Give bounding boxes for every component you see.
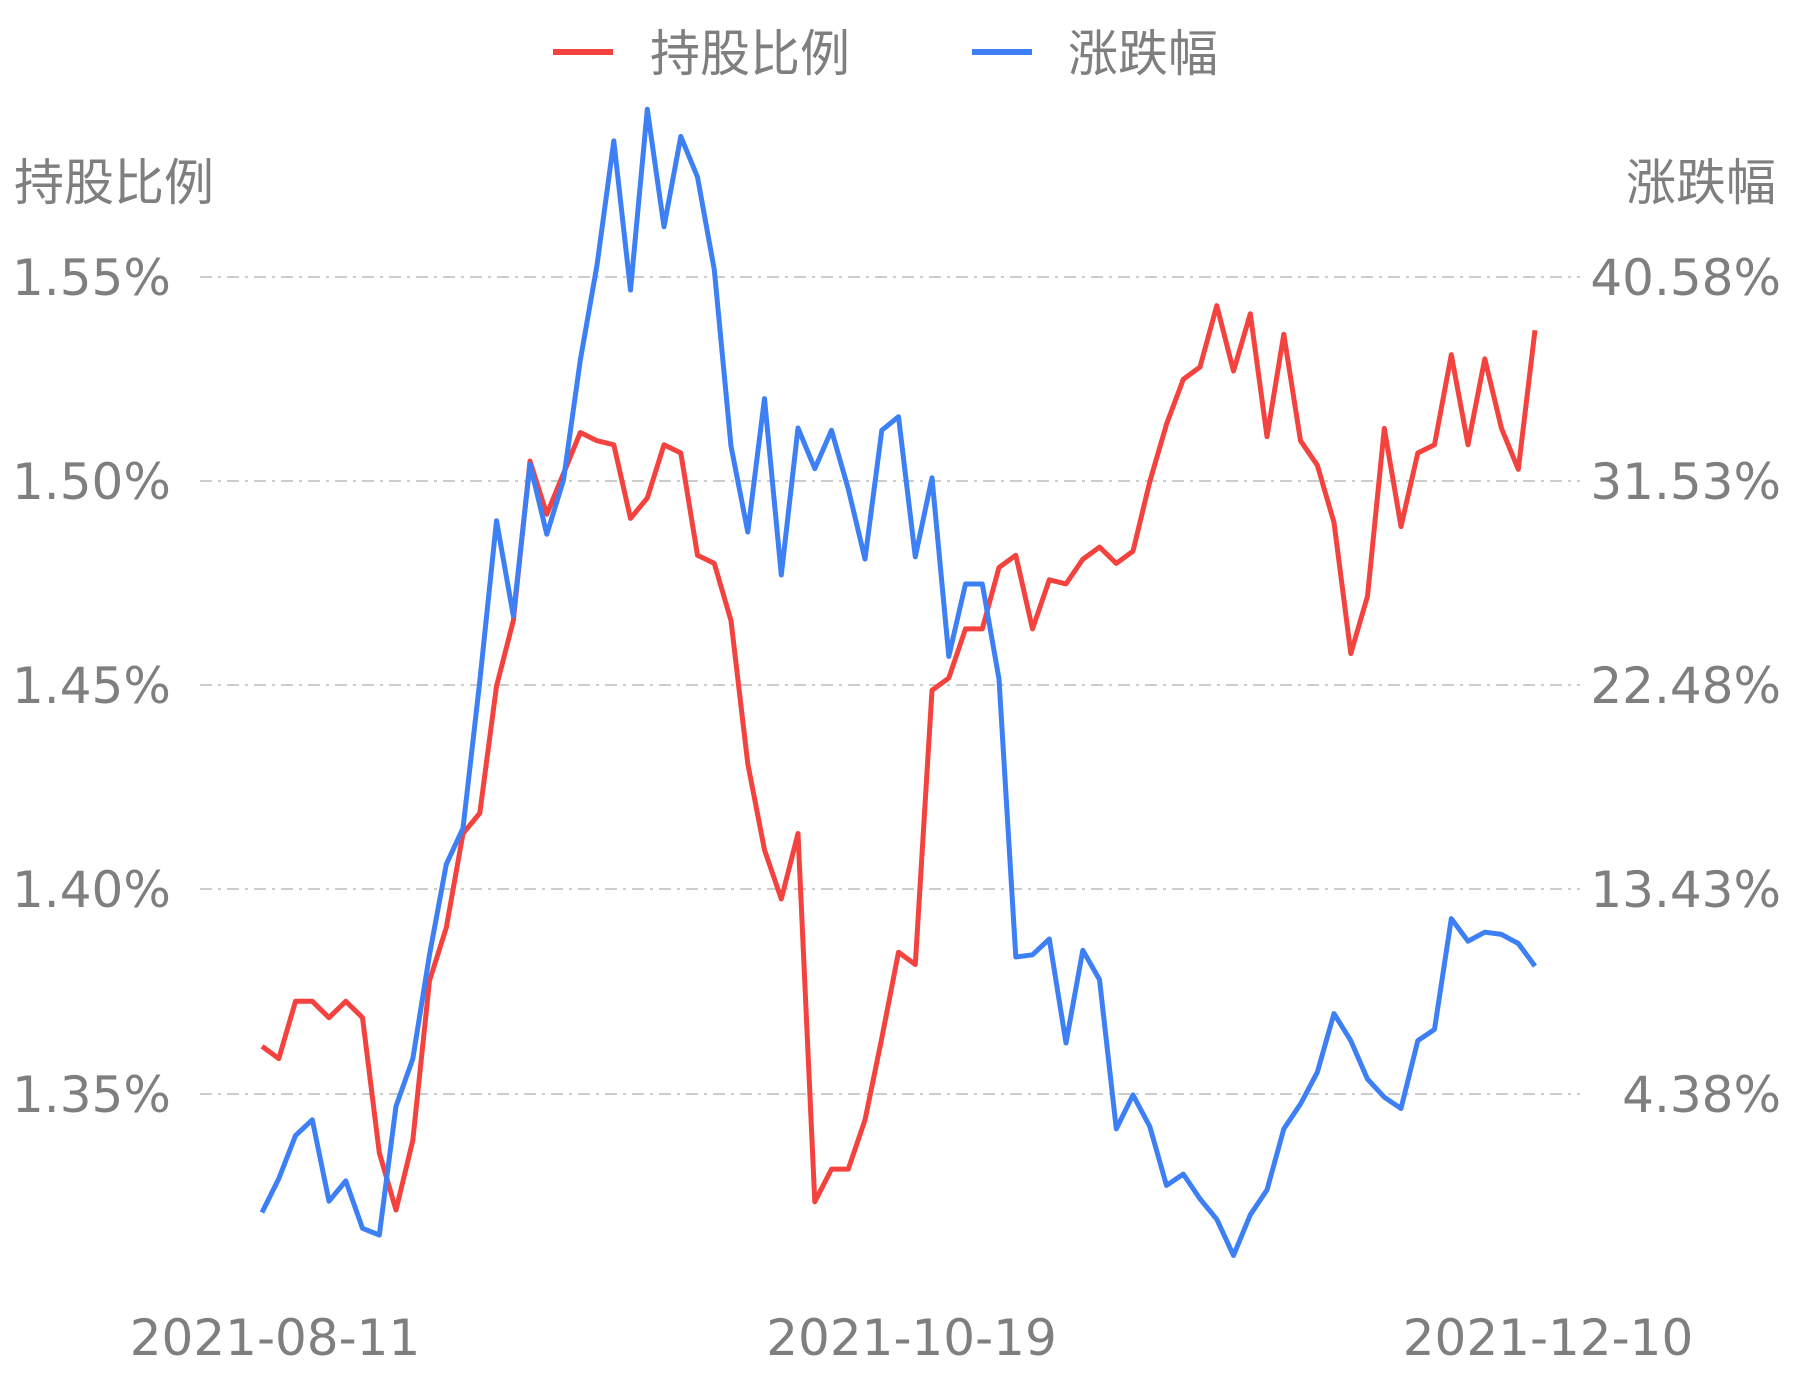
x-tick-label: 2021-08-11 bbox=[130, 1309, 421, 1367]
legend: 持股比例 涨跌幅 bbox=[553, 25, 1218, 83]
y-left-tick-labels: 1.35% 1.40% 1.45% 1.50% 1.55% bbox=[12, 249, 171, 1124]
x-tick-label: 2021-12-10 bbox=[1403, 1309, 1694, 1367]
y-right-tick-label: 31.53% bbox=[1590, 453, 1781, 511]
x-tick-labels: 2021-08-11 2021-10-19 2021-12-10 bbox=[130, 1309, 1694, 1367]
y-right-tick-label: 22.48% bbox=[1590, 657, 1781, 715]
y-left-tick-label: 1.50% bbox=[12, 453, 171, 511]
y-left-tick-label: 1.45% bbox=[12, 657, 171, 715]
x-tick-label: 2021-10-19 bbox=[766, 1309, 1057, 1367]
y-left-tick-label: 1.40% bbox=[12, 861, 171, 919]
y-right-tick-label: 13.43% bbox=[1590, 861, 1781, 919]
y-right-axis-title: 涨跌幅 bbox=[1626, 154, 1776, 212]
series-lines bbox=[259, 106, 1538, 1258]
y-left-tick-label: 1.55% bbox=[12, 249, 171, 307]
series-line-change-pct bbox=[259, 106, 1538, 1258]
y-right-tick-label: 40.58% bbox=[1590, 249, 1781, 307]
legend-label-change-pct: 涨跌幅 bbox=[1068, 25, 1218, 83]
y-right-tick-label: 4.38% bbox=[1622, 1066, 1781, 1124]
y-left-tick-label: 1.35% bbox=[12, 1066, 171, 1124]
y-left-axis-title: 持股比例 bbox=[14, 154, 214, 212]
gridlines bbox=[200, 276, 1580, 1095]
y-right-tick-labels: 4.38% 13.43% 22.48% 31.53% 40.58% bbox=[1590, 249, 1781, 1124]
series-line-holding-ratio bbox=[260, 303, 1538, 1213]
legend-label-holding-ratio: 持股比例 bbox=[650, 25, 850, 83]
